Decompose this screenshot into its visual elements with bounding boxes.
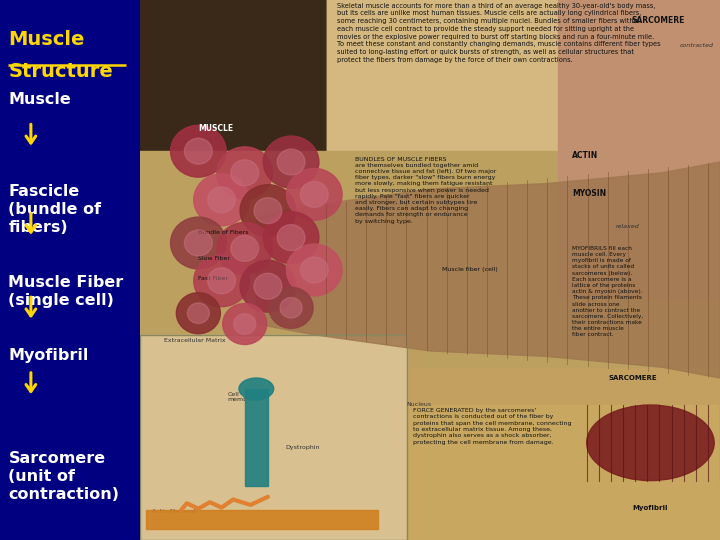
Text: Cell
membrane: Cell membrane bbox=[228, 392, 262, 402]
Text: Muscle Fiber
(single cell): Muscle Fiber (single cell) bbox=[9, 275, 124, 308]
Circle shape bbox=[184, 138, 212, 164]
Circle shape bbox=[217, 147, 273, 199]
Text: FORCE GENERATED by the sarcomeres'
contractions is conducted out of the fiber by: FORCE GENERATED by the sarcomeres' contr… bbox=[413, 408, 571, 445]
Circle shape bbox=[207, 268, 235, 294]
Text: Structure: Structure bbox=[9, 62, 113, 81]
Text: Actin filament: Actin filament bbox=[152, 509, 196, 514]
Text: Muscle fiber (cell): Muscle fiber (cell) bbox=[442, 267, 498, 272]
Polygon shape bbox=[140, 0, 326, 243]
Circle shape bbox=[240, 260, 296, 312]
Text: relaxed: relaxed bbox=[616, 224, 639, 229]
Bar bbox=[140, 335, 407, 540]
Text: MYOSIN: MYOSIN bbox=[572, 189, 606, 198]
Ellipse shape bbox=[587, 405, 714, 481]
Circle shape bbox=[231, 160, 258, 186]
Circle shape bbox=[264, 136, 319, 188]
Ellipse shape bbox=[239, 378, 274, 400]
Circle shape bbox=[187, 303, 210, 323]
Circle shape bbox=[300, 181, 328, 207]
Circle shape bbox=[234, 314, 256, 334]
Bar bbox=[558, 0, 720, 297]
Bar bbox=[245, 389, 268, 486]
Bar bbox=[326, 0, 720, 151]
Text: Sarcomere
(unit of
contraction): Sarcomere (unit of contraction) bbox=[9, 451, 120, 502]
Bar bbox=[146, 510, 378, 529]
Circle shape bbox=[171, 125, 226, 177]
Bar bbox=[140, 335, 407, 540]
Circle shape bbox=[300, 257, 328, 283]
Polygon shape bbox=[256, 162, 720, 378]
Circle shape bbox=[254, 198, 282, 224]
Text: Muscle: Muscle bbox=[9, 92, 71, 107]
Circle shape bbox=[171, 217, 226, 269]
Text: contracted: contracted bbox=[680, 43, 714, 48]
Bar bbox=[407, 405, 720, 540]
Text: Dystrophin: Dystrophin bbox=[285, 446, 320, 450]
Circle shape bbox=[194, 255, 249, 307]
Circle shape bbox=[207, 187, 235, 213]
Circle shape bbox=[277, 149, 305, 175]
Circle shape bbox=[217, 222, 273, 274]
Circle shape bbox=[287, 168, 342, 220]
Text: Fast Fiber: Fast Fiber bbox=[199, 276, 228, 281]
Text: Slow Fiber: Slow Fiber bbox=[199, 256, 230, 261]
Text: Extracellular Matrix: Extracellular Matrix bbox=[163, 338, 225, 342]
Circle shape bbox=[240, 185, 296, 237]
Text: Myofibril: Myofibril bbox=[9, 348, 89, 363]
Text: Nucleus: Nucleus bbox=[406, 402, 431, 407]
Circle shape bbox=[277, 225, 305, 251]
Text: SARCOMERE: SARCOMERE bbox=[608, 375, 657, 381]
Text: MYOFIBRILS fill each
muscle cell. Every
myofibril is made of
stacks of units cal: MYOFIBRILS fill each muscle cell. Every … bbox=[572, 246, 644, 338]
Circle shape bbox=[287, 244, 342, 296]
Circle shape bbox=[176, 293, 220, 334]
Circle shape bbox=[231, 235, 258, 261]
Text: ACTIN: ACTIN bbox=[572, 151, 598, 160]
Text: Fascicle
(bundle of
fibers): Fascicle (bundle of fibers) bbox=[9, 184, 102, 234]
Text: Myofibril: Myofibril bbox=[633, 505, 668, 511]
Circle shape bbox=[184, 230, 212, 256]
Circle shape bbox=[254, 273, 282, 299]
Text: BUNDLES OF MUSCLE FIBERS
are themselves bundled together amid
connective tissue : BUNDLES OF MUSCLE FIBERS are themselves … bbox=[355, 157, 496, 224]
Text: SARCOMERE: SARCOMERE bbox=[632, 16, 685, 25]
Text: Skeletal muscle accounts for more than a third of an average healthy 30-year-old: Skeletal muscle accounts for more than a… bbox=[338, 3, 661, 63]
Circle shape bbox=[269, 287, 313, 328]
Circle shape bbox=[222, 303, 266, 345]
Text: Muscle: Muscle bbox=[9, 30, 85, 49]
Circle shape bbox=[280, 298, 302, 318]
Circle shape bbox=[264, 212, 319, 264]
Circle shape bbox=[194, 174, 249, 226]
Bar bbox=[140, 151, 720, 367]
Text: MUSCLE: MUSCLE bbox=[199, 124, 233, 133]
Text: Bundle of Fibers: Bundle of Fibers bbox=[199, 230, 249, 234]
